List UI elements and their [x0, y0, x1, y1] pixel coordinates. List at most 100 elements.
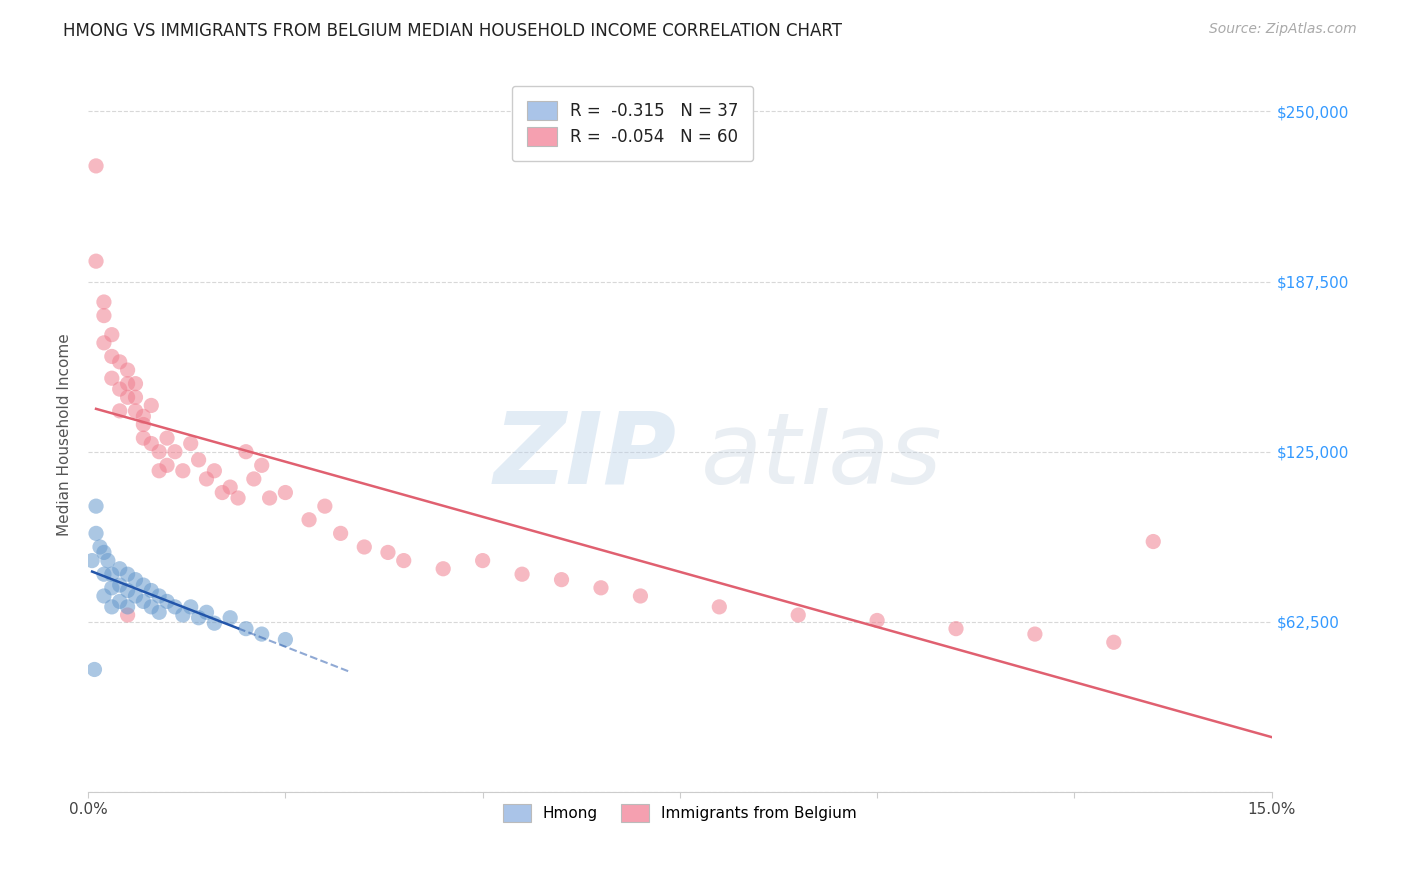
Point — [945, 622, 967, 636]
Point — [108, 578, 131, 592]
Point — [163, 599, 186, 614]
Point — [101, 350, 124, 364]
Point — [132, 417, 155, 432]
Text: ZIP: ZIP — [494, 408, 676, 505]
Point — [187, 453, 209, 467]
Point — [274, 485, 297, 500]
Point — [163, 444, 186, 458]
Point — [108, 404, 131, 418]
Point — [124, 589, 146, 603]
Point — [101, 599, 124, 614]
Point — [1102, 635, 1125, 649]
Point — [83, 663, 105, 677]
Point — [274, 632, 297, 647]
Point — [314, 499, 336, 513]
Point — [1024, 627, 1046, 641]
Point — [202, 464, 225, 478]
Point — [180, 436, 202, 450]
Text: Source: ZipAtlas.com: Source: ZipAtlas.com — [1209, 22, 1357, 37]
Point — [97, 553, 120, 567]
Point — [250, 458, 273, 473]
Point — [124, 404, 146, 418]
Point — [180, 599, 202, 614]
Point — [589, 581, 612, 595]
Point — [156, 458, 179, 473]
Point — [132, 578, 155, 592]
Point — [93, 295, 115, 310]
Point — [156, 594, 179, 608]
Point — [510, 567, 533, 582]
Point — [235, 622, 257, 636]
Point — [84, 254, 107, 268]
Point — [84, 499, 107, 513]
Point — [108, 382, 131, 396]
Point — [117, 376, 139, 391]
Point — [93, 335, 115, 350]
Point — [148, 444, 170, 458]
Point — [117, 567, 139, 582]
Point — [148, 589, 170, 603]
Point — [156, 431, 179, 445]
Point — [187, 611, 209, 625]
Point — [298, 513, 321, 527]
Point — [117, 607, 139, 622]
Point — [432, 562, 454, 576]
Point — [117, 599, 139, 614]
Point — [101, 581, 124, 595]
Point — [141, 436, 163, 450]
Legend: Hmong, Immigrants from Belgium: Hmong, Immigrants from Belgium — [491, 792, 869, 834]
Point — [93, 589, 115, 603]
Point — [471, 553, 494, 567]
Point — [148, 605, 170, 619]
Point — [124, 573, 146, 587]
Point — [219, 480, 242, 494]
Point — [172, 607, 194, 622]
Point — [108, 562, 131, 576]
Text: HMONG VS IMMIGRANTS FROM BELGIUM MEDIAN HOUSEHOLD INCOME CORRELATION CHART: HMONG VS IMMIGRANTS FROM BELGIUM MEDIAN … — [63, 22, 842, 40]
Point — [392, 553, 415, 567]
Point — [195, 605, 218, 619]
Point — [93, 309, 115, 323]
Point — [141, 399, 163, 413]
Point — [101, 371, 124, 385]
Point — [866, 614, 889, 628]
Point — [628, 589, 651, 603]
Point — [329, 526, 352, 541]
Point — [377, 545, 399, 559]
Point — [250, 627, 273, 641]
Point — [226, 491, 249, 505]
Point — [82, 553, 104, 567]
Y-axis label: Median Household Income: Median Household Income — [58, 334, 72, 536]
Point — [148, 464, 170, 478]
Point — [141, 599, 163, 614]
Point — [709, 599, 731, 614]
Point — [259, 491, 281, 505]
Point — [1142, 534, 1164, 549]
Point — [117, 390, 139, 404]
Point — [132, 594, 155, 608]
Point — [84, 526, 107, 541]
Point — [353, 540, 375, 554]
Text: atlas: atlas — [702, 408, 942, 505]
Point — [93, 567, 115, 582]
Point — [219, 611, 242, 625]
Point — [124, 390, 146, 404]
Point — [132, 409, 155, 424]
Point — [132, 431, 155, 445]
Point — [141, 583, 163, 598]
Point — [93, 545, 115, 559]
Point — [89, 540, 111, 554]
Point — [117, 583, 139, 598]
Point — [108, 355, 131, 369]
Point — [195, 472, 218, 486]
Point — [172, 464, 194, 478]
Point — [550, 573, 572, 587]
Point — [235, 444, 257, 458]
Point — [211, 485, 233, 500]
Point — [108, 594, 131, 608]
Point — [101, 567, 124, 582]
Point — [101, 327, 124, 342]
Point — [787, 607, 810, 622]
Point — [84, 159, 107, 173]
Point — [202, 616, 225, 631]
